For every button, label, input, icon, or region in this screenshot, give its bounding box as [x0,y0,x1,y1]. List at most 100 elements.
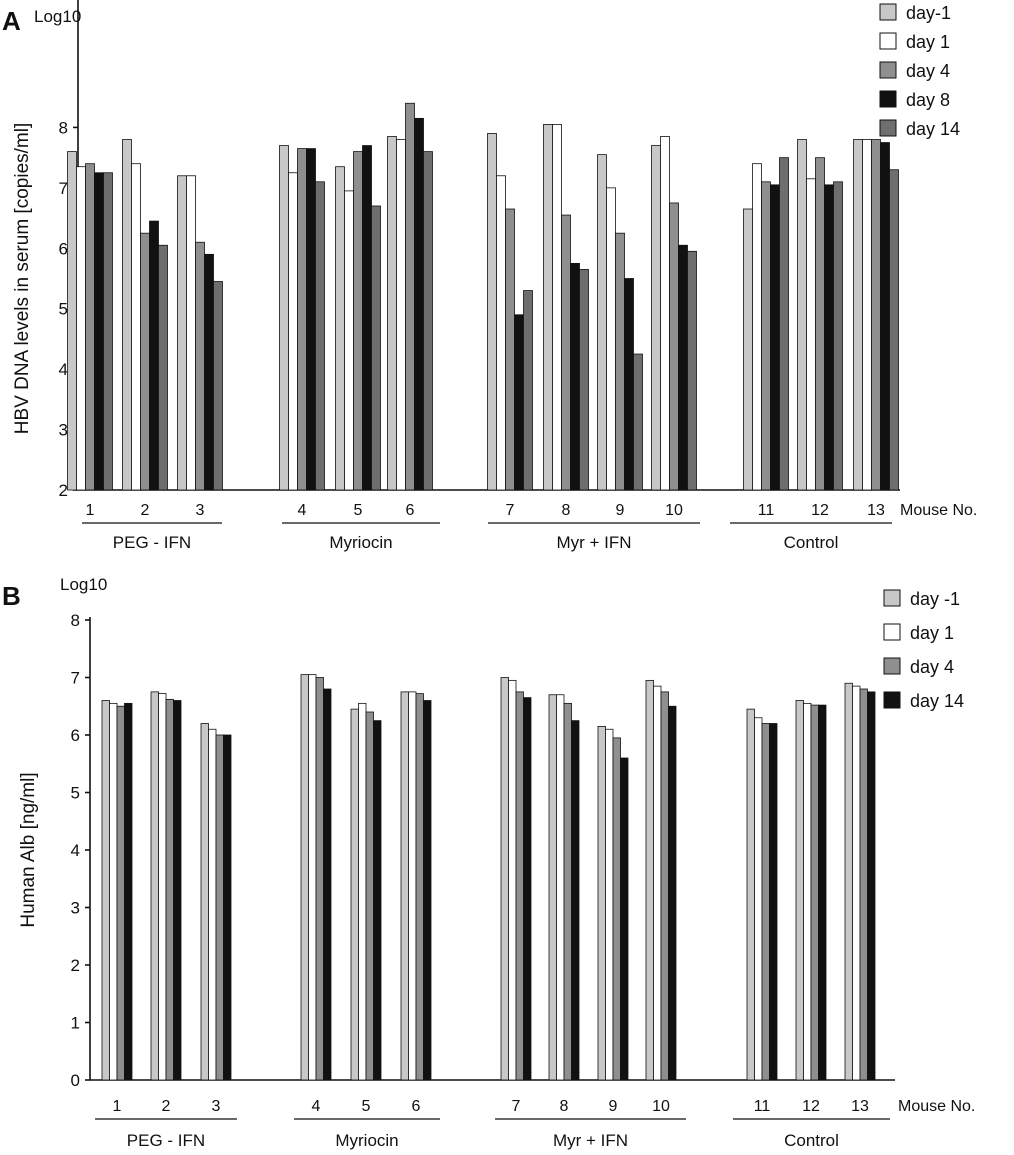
panel-a-bar-mouse-10-day1 [660,136,670,491]
panel-a-bar-mouse-6-day4 [405,102,415,491]
panel-a-x-tick-label: 3 [196,502,205,519]
panel-b-bar-mouse-6-day4 [415,693,424,1081]
panel-a-bar-mouse-13-day4 [871,139,881,491]
panel-a-bar-mouse-10-day-1 [651,145,661,491]
panel-b-bar-mouse-5-day4 [365,711,374,1081]
panel-a-bar-mouse-12-day8 [824,184,834,491]
panel-a-x-tick-label: 6 [406,502,415,519]
panel-a-bar-mouse-6-day-1 [387,136,397,491]
panel-a-x-axis-title: Mouse No. [900,502,977,519]
panel-b-x-tick-label: 6 [412,1098,421,1115]
panel-b-y-tick-label: 8 [71,611,80,630]
panel-a-unit-label: Log10 [34,7,81,26]
panel-b-bar-mouse-13-day4 [859,688,868,1081]
panel-b-y-tick-label: 3 [71,899,80,918]
panel-b-bar-mouse-13-day14 [867,691,876,1081]
panel-a-legend-label: day 4 [906,61,950,81]
panel-a-bar-mouse-2-day1 [131,163,141,491]
panel-b-bar-mouse-9-day4 [612,737,621,1081]
panel-a-bar-mouse-11-day14 [779,157,789,491]
panel-b-bar-mouse-2-day4 [165,698,174,1081]
panel-b-bar-mouse-4-day4 [315,677,324,1081]
panel-a-y-tick-label: 6 [59,239,68,258]
panel-b-y-tick-label: 2 [71,956,80,975]
panel-a-y-tick-label: 5 [59,300,68,319]
panel-a-x-tick-label: 1 [86,502,95,519]
panel-b-bar-mouse-9-day-1 [597,725,606,1081]
panel-b-bar-mouse-5-day14 [373,720,382,1081]
panel-a-x-tick-label: 8 [562,502,571,519]
panel-a-bar-mouse-5-day4 [353,151,363,491]
panel-a-bar-mouse-3-day14 [213,281,223,491]
panel-a-x-tick-label: 10 [665,502,683,519]
panel-a-bar-mouse-2-day-1 [122,139,132,491]
panel-b-bar-mouse-6-day14 [423,700,432,1081]
panel-b-bar-mouse-2-day-1 [150,691,159,1081]
panel-a-bar-mouse-10-day8 [678,244,688,491]
panel-a-bar-mouse-13-day1 [862,139,872,491]
panel-a-legend-swatch [879,61,897,79]
panel-b-legend-label: day 4 [910,657,954,677]
panel-a-bar-mouse-8-day8 [570,262,580,491]
panel-a-x-tick-label: 13 [867,502,885,519]
panel-b-unit-label: Log10 [60,575,107,594]
panel-a-group-label: Myr + IFN [556,533,631,552]
panel-b-bar-mouse-3-day-1 [200,723,209,1081]
panel-a-legend-label: day 14 [906,119,960,139]
panel-a-bar-mouse-1-day4 [85,163,95,491]
panel-a-bar-mouse-7-day1 [496,175,506,491]
panel-b-bar-mouse-8-day1 [556,694,565,1081]
panel-b-x-axis-title: Mouse No. [898,1098,975,1115]
panel-b-bar-mouse-11-day1 [754,717,763,1081]
panel-a-y-tick-label: 2 [59,481,68,500]
panel-a-bar-mouse-11-day-1 [743,208,753,491]
panel-a-bar-mouse-7-day4 [505,208,515,491]
panel-b-bar-mouse-1-day-1 [101,700,110,1081]
panel-a-x-tick-label: 12 [811,502,829,519]
panel-a-bar-mouse-7-day-1 [487,133,497,491]
panel-a-bar-mouse-8-day4 [561,214,571,491]
panel-b-y-tick-label: 5 [71,784,80,803]
panel-b-x-tick-label: 3 [212,1098,221,1115]
panel-a-bar-mouse-4-day1 [288,172,298,491]
panel-a-bar-mouse-11-day1 [752,163,762,491]
panel-b-bar-mouse-7-day-1 [500,677,509,1081]
panel-a-bar-mouse-8-day-1 [543,124,553,491]
panel-a-bar-mouse-2-day8 [149,220,159,491]
panel-a-bar-mouse-3-day4 [195,241,205,491]
panel-a-bar-mouse-12-day14 [833,181,843,491]
panel-b-bar-mouse-4-day14 [323,688,332,1081]
panel-a-bar-mouse-5-day14 [371,205,381,491]
panel-a-bar-mouse-7-day8 [514,314,524,491]
panel-a-bar-mouse-9-day-1 [597,154,607,491]
panel-b-x-tick-label: 12 [802,1098,820,1115]
panel-b-bar-mouse-11-day-1 [746,708,755,1081]
panel-b-bar-mouse-1-day4 [116,705,125,1081]
panel-b-x-tick-label: 4 [312,1098,321,1115]
panel-b-bar-mouse-4-day-1 [300,674,309,1081]
panel-a-y-tick-label: 3 [59,421,68,440]
panel-a-bar-mouse-6-day14 [423,151,433,491]
panel-a-bar-mouse-9-day14 [633,353,643,491]
panel-a-bar-mouse-4-day8 [306,148,316,491]
panel-b-bar-mouse-3-day1 [208,728,217,1081]
panel-a-legend-swatch [879,119,897,137]
panel-b-bar-mouse-8-day14 [571,720,580,1081]
panel-b-x-tick-label: 13 [851,1098,869,1115]
panel-b-legend-swatch [883,657,901,675]
panel-a-bar-mouse-3-day8 [204,253,214,491]
panel-a-group-label: Control [784,533,839,552]
panel-b-group-label: Myr + IFN [553,1131,628,1150]
panel-b-bar-mouse-13-day-1 [844,682,853,1081]
panel-b-bar-mouse-9-day14 [620,757,629,1081]
panel-b-group-label: PEG - IFN [127,1131,205,1150]
panel-b-y-tick-label: 0 [71,1071,80,1090]
panel-b-group-label: Control [784,1131,839,1150]
panel-a-bar-mouse-2-day4 [140,232,150,491]
panel-a-bar-mouse-12-day-1 [797,139,807,491]
panel-b-bar-mouse-7-day14 [523,697,532,1081]
panel-a-bar-mouse-4-day14 [315,181,325,491]
panel-b-bar-mouse-8-day4 [563,702,572,1081]
panel-a-bar-mouse-3-day-1 [177,175,187,491]
